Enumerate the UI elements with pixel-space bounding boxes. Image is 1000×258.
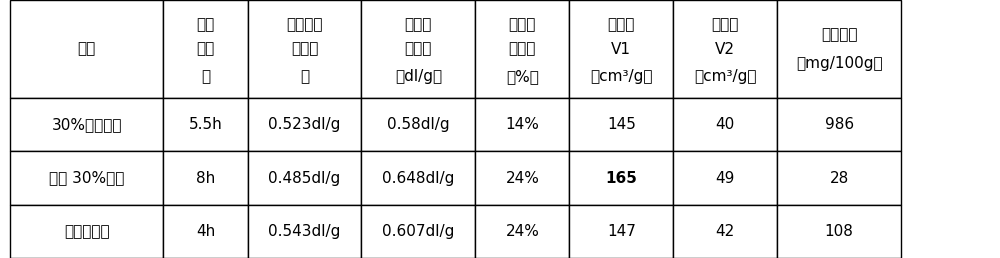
Text: 螺杆挤出: 螺杆挤出 [286, 17, 323, 32]
Bar [10, 98, 163, 151]
Bar [248, 98, 361, 151]
Text: （%）: （%） [506, 69, 539, 84]
Text: 状态: 状态 [78, 42, 96, 57]
Text: 0.648dl/g: 0.648dl/g [382, 171, 455, 186]
Text: 醇解 30%氨纶: 醇解 30%氨纶 [49, 171, 124, 186]
Text: 疵点含量: 疵点含量 [821, 27, 857, 42]
Bar [475, 0, 569, 98]
Bar [10, 205, 163, 258]
Text: 0.58dl/g: 0.58dl/g [387, 117, 450, 132]
Text: 无氨纶纺丝: 无氨纶纺丝 [64, 224, 110, 239]
Text: 期: 期 [201, 69, 210, 84]
Text: V1: V1 [611, 42, 631, 57]
Text: 0.543dl/g: 0.543dl/g [268, 224, 341, 239]
Text: 986: 986 [825, 117, 854, 132]
Text: 0.607dl/g: 0.607dl/g [382, 224, 455, 239]
Bar [163, 205, 248, 258]
Bar [248, 0, 361, 98]
Bar [163, 0, 248, 98]
Text: 过滤: 过滤 [196, 17, 215, 32]
Bar [361, 205, 475, 258]
Bar [361, 0, 475, 98]
Text: 145: 145 [607, 117, 636, 132]
Bar [475, 98, 569, 151]
Bar [163, 151, 248, 205]
Text: 5.5h: 5.5h [189, 117, 222, 132]
Text: （cm³/g）: （cm³/g） [694, 69, 757, 84]
Bar [475, 205, 569, 258]
Bar [569, 98, 673, 151]
Bar [673, 98, 777, 151]
Bar [163, 98, 248, 151]
Text: 8h: 8h [196, 171, 215, 186]
Bar [361, 98, 475, 151]
Text: 纤维含: 纤维含 [509, 17, 536, 32]
Bar [569, 205, 673, 258]
Text: 28: 28 [830, 171, 849, 186]
Bar [673, 205, 777, 258]
Text: 器周: 器周 [196, 42, 215, 57]
Text: 40: 40 [716, 117, 735, 132]
Text: 体粘度: 体粘度 [405, 42, 432, 57]
Text: 熔融粘: 熔融粘 [291, 42, 318, 57]
Bar [248, 151, 361, 205]
Text: 108: 108 [825, 224, 854, 239]
Text: 0.523dl/g: 0.523dl/g [268, 117, 341, 132]
Bar [569, 151, 673, 205]
Text: 14%: 14% [505, 117, 539, 132]
Text: 24%: 24% [505, 171, 539, 186]
Text: 147: 147 [607, 224, 636, 239]
Text: 24%: 24% [505, 224, 539, 239]
Bar [673, 0, 777, 98]
Text: 42: 42 [716, 224, 735, 239]
Bar [777, 205, 901, 258]
Bar [777, 0, 901, 98]
Text: 0.485dl/g: 0.485dl/g [268, 171, 341, 186]
Text: V2: V2 [715, 42, 735, 57]
Text: 4h: 4h [196, 224, 215, 239]
Text: 膨松度: 膨松度 [608, 17, 635, 32]
Bar [777, 151, 901, 205]
Bar [10, 0, 163, 98]
Text: 最终熔: 最终熔 [405, 17, 432, 32]
Bar [10, 151, 163, 205]
Text: 度: 度 [300, 69, 309, 84]
Text: 膨松度: 膨松度 [712, 17, 739, 32]
Text: （mg/100g）: （mg/100g） [796, 56, 882, 71]
Text: 165: 165 [605, 171, 637, 186]
Text: （dl/g）: （dl/g） [395, 69, 442, 84]
Bar [673, 151, 777, 205]
Text: （cm³/g）: （cm³/g） [590, 69, 653, 84]
Bar [248, 205, 361, 258]
Bar [777, 98, 901, 151]
Bar [361, 151, 475, 205]
Bar [475, 151, 569, 205]
Text: 油水率: 油水率 [509, 42, 536, 57]
Text: 30%氨纶纺丝: 30%氨纶纺丝 [51, 117, 122, 132]
Text: 49: 49 [716, 171, 735, 186]
Bar [569, 0, 673, 98]
